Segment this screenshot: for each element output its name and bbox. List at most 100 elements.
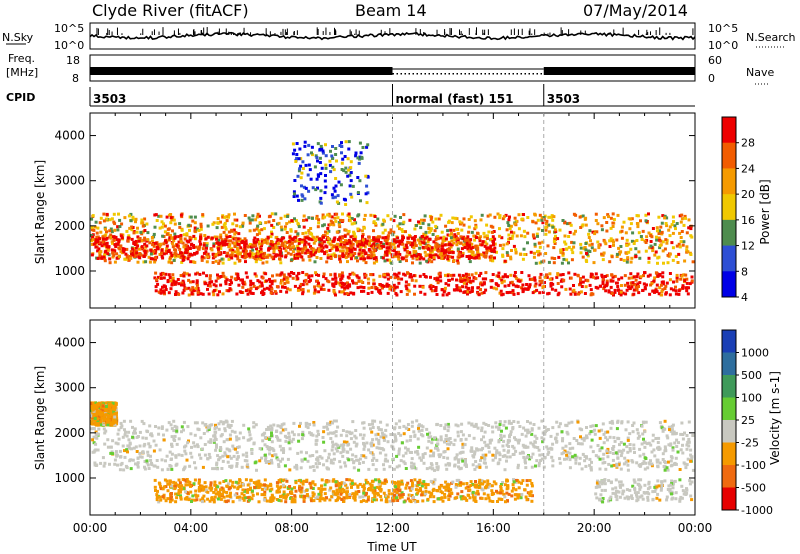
- radar-echo: [498, 423, 502, 426]
- radar-echo: [510, 280, 514, 284]
- radar-echo: [340, 141, 343, 145]
- radar-echo: [283, 244, 287, 248]
- radar-echo: [462, 223, 466, 227]
- radar-echo: [337, 180, 341, 184]
- radar-echo: [439, 279, 443, 283]
- radar-echo: [224, 453, 228, 457]
- radar-echo: [644, 461, 648, 465]
- radar-echo: [195, 250, 199, 254]
- radar-echo: [189, 224, 192, 228]
- radar-echo: [309, 252, 313, 256]
- radar-echo: [302, 225, 306, 229]
- radar-echo: [352, 292, 356, 296]
- radar-echo: [322, 288, 326, 291]
- radar-echo: [225, 438, 229, 442]
- radar-echo: [649, 443, 653, 447]
- radar-echo: [528, 421, 532, 425]
- radar-echo: [685, 231, 689, 235]
- nave-dot: [508, 73, 510, 75]
- radar-echo: [168, 276, 172, 279]
- radar-echo: [213, 235, 217, 239]
- nave-dot: [428, 73, 430, 75]
- radar-echo: [404, 426, 408, 430]
- radar-echo: [551, 426, 555, 430]
- radar-echo: [395, 285, 399, 289]
- radar-echo: [299, 164, 303, 168]
- radar-echo: [384, 236, 388, 239]
- radar-echo: [119, 421, 123, 425]
- radar-echo: [643, 440, 647, 444]
- radar-echo: [230, 229, 234, 233]
- colorbar-tick-label: 4: [741, 291, 748, 304]
- radar-echo: [142, 422, 146, 426]
- radar-echo: [211, 467, 215, 471]
- radar-echo: [364, 261, 368, 265]
- radar-echo: [311, 454, 315, 457]
- radar-echo: [440, 242, 444, 246]
- radar-echo: [471, 246, 475, 249]
- radar-echo: [149, 458, 153, 462]
- radar-echo: [632, 240, 636, 244]
- radar-echo: [128, 255, 132, 258]
- radar-echo: [376, 217, 380, 221]
- radar-echo: [160, 468, 164, 472]
- radar-echo: [317, 284, 321, 288]
- radar-echo: [269, 424, 273, 428]
- radar-echo: [286, 215, 290, 218]
- radar-echo: [328, 423, 332, 427]
- radar-echo: [432, 240, 436, 244]
- radar-echo: [590, 242, 594, 246]
- radar-echo: [256, 224, 260, 228]
- radar-echo: [381, 256, 385, 260]
- radar-echo: [578, 215, 582, 219]
- radar-echo: [223, 427, 227, 431]
- radar-echo: [611, 221, 615, 225]
- radar-echo: [615, 255, 619, 258]
- radar-echo: [533, 284, 537, 288]
- radar-echo: [361, 460, 365, 464]
- nsearch-tick-bottom: 10^0: [708, 39, 738, 52]
- radar-echo: [217, 251, 221, 255]
- radar-echo: [410, 457, 414, 461]
- radar-echo: [396, 240, 400, 244]
- radar-echo: [687, 218, 691, 222]
- radar-echo: [304, 186, 308, 190]
- radar-echo: [607, 462, 611, 466]
- radar-echo: [421, 235, 424, 238]
- radar-echo: [125, 448, 129, 452]
- radar-echo: [344, 256, 348, 260]
- radar-echo: [264, 456, 268, 460]
- radar-echo: [489, 258, 493, 262]
- radar-echo: [644, 241, 648, 244]
- radar-echo: [324, 166, 328, 170]
- radar-echo: [182, 281, 186, 285]
- radar-echo: [190, 445, 193, 449]
- nave-dot: [464, 73, 466, 75]
- radar-echo: [189, 260, 193, 264]
- radar-echo: [509, 230, 513, 234]
- radar-echo: [680, 421, 684, 425]
- radar-echo: [533, 251, 536, 255]
- radar-echo: [515, 277, 519, 280]
- radar-echo: [129, 256, 133, 260]
- radar-echo: [367, 423, 371, 427]
- radar-echo: [603, 461, 607, 464]
- radar-echo: [560, 261, 564, 265]
- radar-echo: [177, 437, 181, 441]
- radar-echo: [341, 249, 345, 253]
- radar-echo: [270, 458, 273, 462]
- radar-echo: [297, 157, 301, 161]
- radar-echo: [507, 224, 511, 227]
- radar-echo: [457, 465, 460, 469]
- radar-echo: [613, 439, 617, 443]
- radar-echo: [510, 236, 514, 240]
- radar-echo: [683, 214, 687, 218]
- radar-echo: [639, 235, 643, 238]
- radar-echo: [238, 252, 242, 256]
- radar-echo: [614, 451, 618, 455]
- radar-echo: [505, 455, 509, 459]
- radar-echo: [322, 223, 326, 227]
- radar-echo: [163, 230, 167, 234]
- radar-echo: [686, 457, 690, 461]
- radar-echo: [270, 440, 274, 444]
